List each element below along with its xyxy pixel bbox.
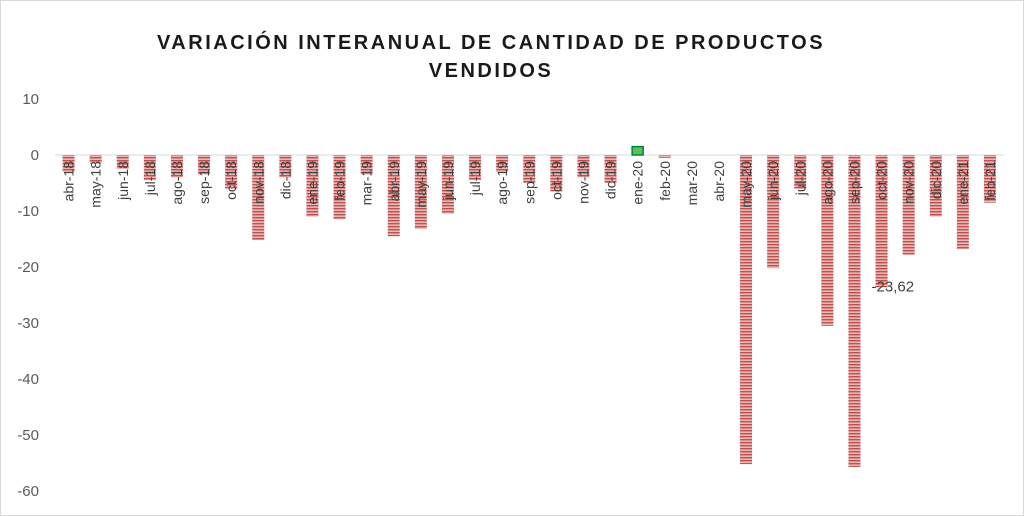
- x-tick-label: jun-18: [115, 161, 131, 201]
- x-tick-label: jul-18: [142, 161, 158, 196]
- x-tick-label: nov-19: [575, 161, 591, 204]
- bar-sep-18: [198, 155, 211, 175]
- data-label: -23,62: [872, 278, 915, 295]
- x-tick-label: jul-19: [467, 161, 483, 196]
- bar-ago-18: [170, 155, 183, 178]
- x-tick-label: ene-20: [630, 161, 646, 205]
- bar-dic-18: [279, 155, 292, 178]
- x-tick-label: nov-20: [901, 161, 917, 204]
- x-tick-label: abr-18: [61, 161, 77, 202]
- x-tick-label: may-18: [88, 161, 104, 208]
- x-tick-label: dic-20: [928, 161, 944, 199]
- bar-ene-20: [631, 145, 644, 156]
- x-tick-label: ene-19: [304, 161, 320, 205]
- bar-mar-19: [360, 155, 373, 175]
- bar-jul-18: [143, 155, 156, 181]
- x-tick-label: sep-19: [521, 161, 537, 204]
- x-tick-label: jun-19: [440, 161, 456, 201]
- y-tick-label: -60: [17, 483, 39, 500]
- y-tick-label: -40: [17, 371, 39, 388]
- x-tick-label: may-20: [738, 161, 754, 208]
- bar-sep-20: [848, 155, 861, 467]
- y-tick-label: 0: [31, 147, 39, 164]
- x-tick-label: sep-18: [196, 161, 212, 204]
- bar-jun-20: [767, 155, 780, 269]
- y-tick-label: -20: [17, 259, 39, 276]
- x-tick-label: jun-20: [765, 161, 781, 201]
- bar-ago-19: [496, 155, 509, 172]
- chart-title: VARIACIÓN INTERANUAL DE CANTIDAD DE PROD…: [156, 32, 826, 82]
- bar-feb-21: [983, 155, 996, 203]
- bar-may-19: [414, 155, 427, 229]
- bar-abr-19: [387, 155, 400, 237]
- x-tick-label: abr-19: [386, 161, 402, 202]
- bar-dic-19: [604, 155, 617, 183]
- x-tick-label: feb-19: [332, 161, 348, 201]
- y-tick-label: -30: [17, 315, 39, 332]
- bar-jul-19: [469, 155, 482, 181]
- x-tick-label: ago-19: [494, 161, 510, 205]
- bar-feb-19: [333, 155, 346, 220]
- x-tick-label: feb-20: [657, 161, 673, 201]
- x-tick-label: ene-21: [955, 161, 971, 205]
- bar-ago-20: [821, 155, 834, 326]
- x-tick-label: jul-20: [792, 161, 808, 196]
- bar-nov-20: [902, 155, 915, 255]
- x-tick-label: oct-19: [548, 161, 564, 200]
- x-tick-label: oct-18: [223, 161, 239, 200]
- bar-ene-21: [956, 155, 969, 250]
- x-tick-label: nov-18: [250, 161, 266, 204]
- x-tick-label: mar-19: [359, 161, 375, 206]
- bar-abr-18: [62, 155, 75, 172]
- y-tick-label: 10: [22, 91, 39, 108]
- x-tick-label: oct-20: [874, 161, 890, 200]
- x-tick-label: dic-19: [603, 161, 619, 199]
- bar-oct-18: [225, 155, 238, 189]
- x-tick-label: ago-20: [819, 161, 835, 205]
- x-tick-label: may-19: [413, 161, 429, 208]
- bar-oct-20: [875, 155, 888, 288]
- bar-ene-19: [306, 155, 319, 217]
- x-tick-label: abr-20: [711, 161, 727, 202]
- bar-dic-20: [929, 155, 942, 217]
- bar-may-20: [740, 155, 753, 465]
- bar-jul-20: [794, 155, 807, 189]
- bar-may-18: [89, 155, 102, 164]
- x-tick-label: mar-20: [684, 161, 700, 206]
- bar-sep-19: [523, 155, 536, 183]
- bar-jun-18: [116, 155, 129, 169]
- bar-feb-20: [658, 155, 671, 158]
- bar-nov-18: [252, 155, 265, 241]
- bar-jun-19: [441, 155, 454, 214]
- x-tick-label: ago-18: [169, 161, 185, 205]
- y-tick-label: -10: [17, 203, 39, 220]
- bar-oct-19: [550, 155, 563, 192]
- x-tick-label: dic-18: [277, 161, 293, 199]
- x-tick-label: feb-21: [982, 161, 998, 201]
- bar-nov-19: [577, 155, 590, 178]
- y-tick-label: -50: [17, 427, 39, 444]
- x-tick-label: sep-20: [846, 161, 862, 204]
